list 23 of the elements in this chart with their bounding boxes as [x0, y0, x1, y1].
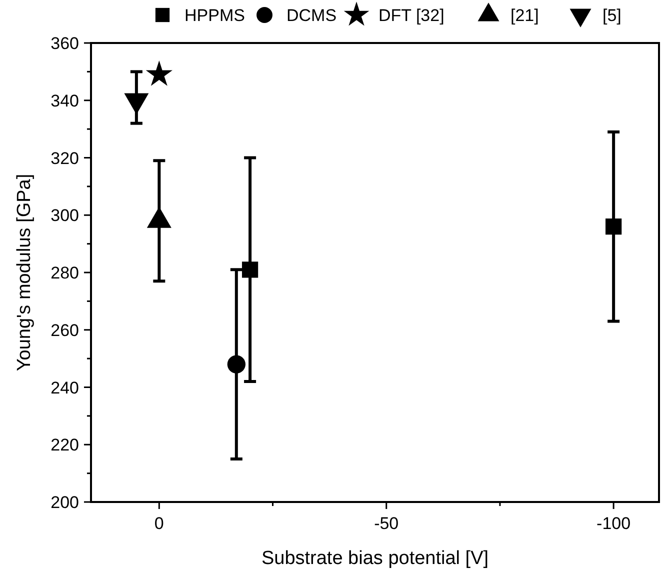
point: [227, 355, 246, 374]
y-tick-label: 260: [50, 320, 79, 340]
y-tick-label: 200: [50, 493, 79, 512]
y-tick-label: 300: [50, 206, 79, 226]
x-tick-label: -50: [374, 514, 399, 533]
y-tick-label: 220: [50, 436, 79, 455]
y-axis-title: Young's modulus [GPa]: [14, 174, 35, 372]
legend-label: [21]: [510, 6, 539, 25]
point: [242, 262, 258, 278]
x-axis-title: Substrate bias potential [V]: [261, 548, 489, 569]
legend-label: HPPMS: [184, 6, 245, 25]
y-tick-label: 360: [50, 34, 79, 53]
point: [606, 218, 622, 235]
legend-label: [5]: [602, 6, 622, 25]
legend-label: DFT [32]: [378, 6, 444, 25]
y-tick-label: 340: [50, 91, 79, 110]
y-tick-label: 320: [50, 148, 79, 168]
y-tick-label: 240: [50, 378, 79, 398]
y-tick-label: 280: [50, 264, 79, 282]
x-tick-label: 0: [154, 514, 164, 533]
legend-label: DCMS: [286, 6, 337, 25]
x-tick-label: -100: [596, 514, 631, 533]
point: [146, 60, 172, 86]
